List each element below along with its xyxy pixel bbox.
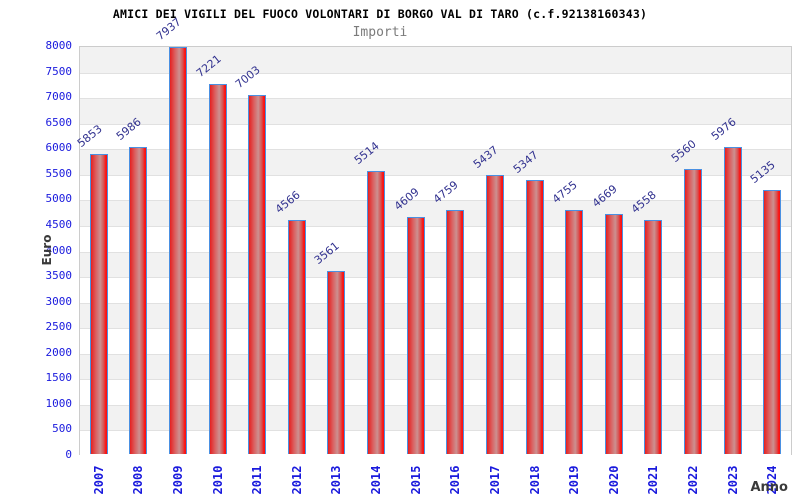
bar [683, 169, 702, 454]
bar [525, 180, 544, 454]
y-tick-label: 6500 [45, 115, 73, 129]
bar [446, 210, 465, 454]
plot-band [80, 200, 791, 226]
plot-area [79, 46, 792, 456]
gridline [80, 149, 791, 151]
bar [367, 171, 386, 454]
y-tick-label: 3500 [45, 269, 73, 283]
gridline [80, 404, 791, 406]
plot-band [80, 149, 791, 175]
x-tick-label: 2009 [171, 465, 186, 495]
x-tick-label: 2010 [210, 465, 225, 495]
gridline [80, 225, 791, 227]
gridline [80, 98, 791, 100]
chart-subtitle: Importi [352, 25, 408, 40]
y-axis-title: Euro [40, 234, 54, 266]
x-axis-title: Anno [750, 480, 788, 495]
gridline [80, 353, 791, 355]
plot-band [80, 251, 791, 278]
y-tick-label: 4000 [45, 243, 73, 257]
plot-band [80, 72, 791, 99]
bar [723, 147, 742, 454]
x-tick-label: 2011 [250, 465, 265, 495]
gridline [80, 277, 791, 279]
y-tick-label: 3000 [45, 294, 73, 308]
gridline [80, 174, 791, 176]
bar [406, 217, 425, 454]
y-tick-label: 7000 [45, 90, 73, 104]
y-tick-label: 6000 [45, 141, 73, 155]
bar [287, 220, 306, 454]
plot-band [80, 47, 791, 73]
plot-band [80, 404, 791, 431]
bar [208, 84, 227, 454]
x-tick-label: 2020 [606, 465, 621, 495]
plot-band [80, 123, 791, 150]
plot-band [80, 174, 791, 201]
bar [644, 220, 663, 454]
x-tick-label: 2007 [91, 465, 106, 495]
bar [485, 175, 504, 454]
y-tick-label: 7500 [45, 64, 73, 78]
bar [248, 95, 267, 454]
bar [565, 210, 584, 454]
gridline [80, 72, 791, 74]
x-tick-label: 2021 [646, 465, 661, 495]
bar [763, 190, 782, 454]
gridline [80, 328, 791, 330]
plot-band [80, 353, 791, 380]
gridline [80, 302, 791, 304]
bar [129, 147, 148, 454]
gridline [80, 379, 791, 381]
y-tick-label: 5500 [45, 166, 73, 180]
plot-band [80, 225, 791, 252]
y-tick-label: 4500 [45, 217, 73, 231]
plot-band [80, 328, 791, 354]
y-tick-label: 1000 [45, 396, 73, 410]
plot-band [80, 379, 791, 405]
y-tick-label: 0 [65, 448, 72, 461]
y-tick-label: 8000 [45, 39, 73, 52]
y-tick-label: 2000 [45, 345, 73, 359]
x-tick-label: 2018 [527, 465, 542, 495]
x-tick-label: 2008 [131, 465, 146, 495]
x-tick-label: 2016 [448, 465, 463, 495]
x-tick-label: 2017 [487, 465, 502, 495]
y-tick-label: 2500 [45, 320, 73, 334]
x-tick-label: 2012 [289, 465, 304, 495]
x-tick-label: 2013 [329, 465, 344, 495]
x-tick-label: 2023 [725, 465, 740, 495]
plot-band [80, 277, 791, 303]
plot-band [80, 430, 791, 456]
bar [89, 154, 108, 454]
bar [169, 47, 188, 454]
x-tick-label: 2019 [567, 465, 582, 495]
gridline [80, 430, 791, 432]
y-tick-label: 500 [52, 422, 72, 436]
plot-band [80, 98, 791, 124]
y-tick-label: 5000 [45, 192, 73, 206]
gridline [80, 200, 791, 202]
y-tick-label: 1500 [45, 371, 73, 385]
x-tick-label: 2014 [369, 465, 384, 495]
plot-band [80, 302, 791, 329]
bar [604, 214, 623, 454]
bar [327, 271, 346, 454]
gridline [80, 123, 791, 125]
x-tick-label: 2015 [408, 465, 423, 495]
gridline [80, 251, 791, 253]
x-tick-label: 2022 [685, 465, 700, 495]
chart-title: AMICI DEI VIGILI DEL FUOCO VOLONTARI DI … [112, 7, 648, 21]
